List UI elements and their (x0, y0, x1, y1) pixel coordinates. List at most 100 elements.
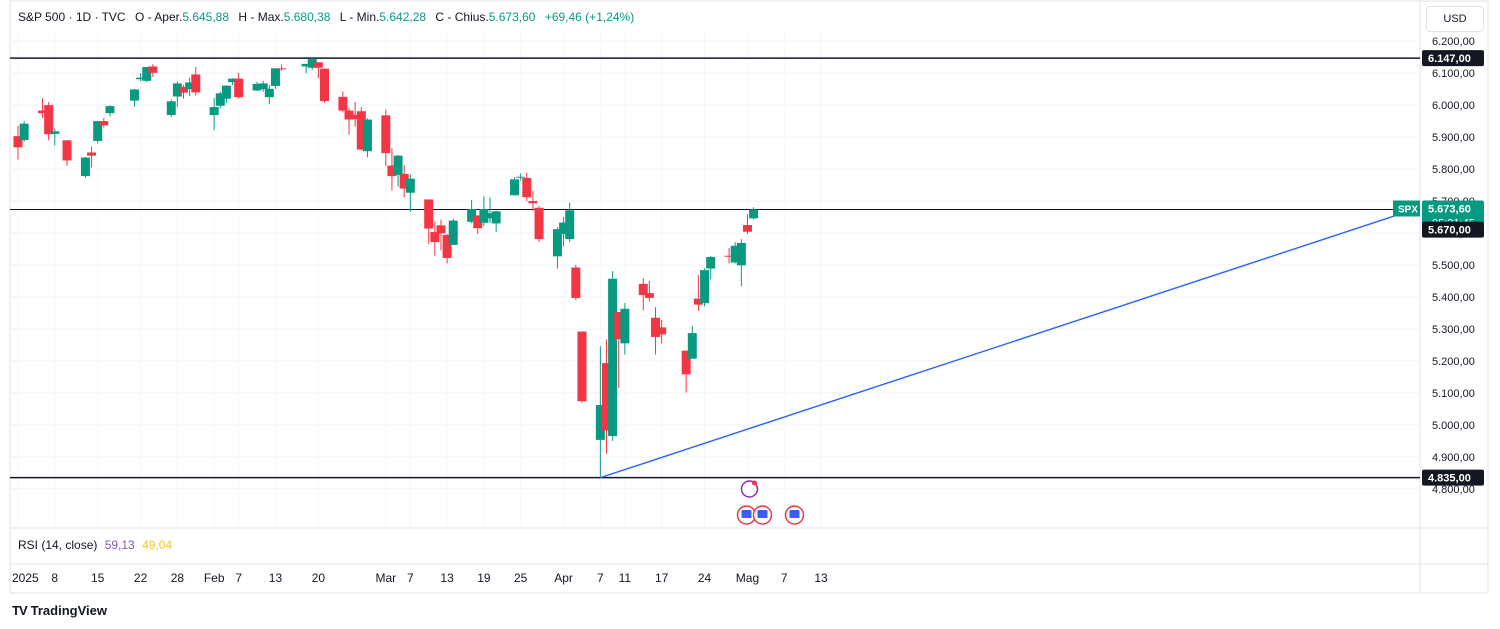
candle-body (148, 66, 158, 73)
candle-body (724, 255, 734, 257)
x-tick-label: 15 (91, 571, 105, 585)
x-tick-label: 8 (51, 571, 58, 585)
candle-body (491, 211, 501, 224)
candle-body (638, 283, 648, 296)
candle-body (436, 225, 446, 234)
candle-body (62, 140, 72, 161)
x-tick-label: Mag (736, 571, 759, 585)
candle-body (393, 155, 403, 175)
us-flag-icon (789, 510, 800, 518)
x-tick-label: Mar (375, 571, 396, 585)
candle-body (700, 270, 710, 304)
x-tick-label: 11 (619, 571, 632, 585)
candle-body (313, 62, 323, 68)
brand[interactable]: TV TradingView (12, 603, 107, 618)
candle-body (129, 89, 139, 101)
x-tick-label: 24 (698, 571, 712, 585)
candle-body (485, 213, 495, 219)
us-flag-icon (741, 510, 752, 518)
candle-body (430, 232, 440, 242)
close-label: C - Chius. (435, 10, 489, 24)
candle-body (179, 86, 189, 93)
y-tick-label: 5.900,00 (1432, 132, 1475, 144)
level-price-tag-label: 6.147,00 (1428, 53, 1471, 65)
y-tick-label: 5.100,00 (1432, 388, 1475, 400)
symbol-label[interactable]: S&P 500 · 1D · TVC (18, 10, 126, 24)
candle-body (442, 234, 452, 258)
x-tick-label: 2025 (12, 571, 39, 585)
candle-body (399, 173, 409, 189)
low-label: L - Min. (339, 10, 380, 24)
candle-body (595, 405, 605, 440)
candle-body (387, 165, 397, 177)
candle-body (166, 101, 176, 116)
rsi-header: RSI (14, close) 59,13 49,04 (18, 538, 172, 552)
candle-body (522, 178, 532, 198)
candle-body (510, 179, 520, 196)
candle-body (99, 121, 109, 126)
x-tick-label: 20 (312, 571, 326, 585)
rsi-value: 59,13 (104, 538, 135, 552)
level-price-tag (1422, 50, 1484, 67)
candle-body (467, 209, 477, 222)
x-tick-label: 7 (407, 571, 414, 585)
y-tick-label: 4.800,00 (1432, 484, 1475, 496)
candle-body (191, 74, 201, 93)
rsi-label[interactable]: RSI (14, close) (18, 538, 98, 552)
candle-body (620, 308, 630, 344)
current-price-label: 5.673,60 (1428, 203, 1471, 215)
y-tick-label: 6.100,00 (1432, 68, 1475, 80)
candle-body (221, 85, 231, 99)
symbol-tag-label: SPX (1398, 204, 1418, 215)
candle-body (651, 317, 661, 337)
x-tick-label: Apr (554, 571, 573, 585)
candle-body (80, 157, 90, 177)
candle-body (473, 215, 483, 229)
close-value: 5.673,60 (488, 10, 536, 24)
x-tick-label: Feb (204, 571, 225, 585)
x-tick-label: 17 (655, 571, 669, 585)
candle-body (307, 59, 317, 68)
level-price-tag-label: 4.835,00 (1428, 473, 1471, 485)
candle-body (270, 68, 280, 86)
candle-body (185, 82, 195, 90)
x-tick-label: 7 (781, 571, 788, 585)
level-price-tag-label: 5.670,00 (1428, 225, 1471, 237)
x-tick-label: 7 (235, 571, 242, 585)
candle-body (614, 312, 624, 340)
candle-body (693, 298, 703, 305)
y-tick-label: 5.400,00 (1432, 292, 1475, 304)
x-tick-label: 13 (440, 571, 454, 585)
candle-body (516, 176, 526, 178)
candle-body (252, 84, 262, 91)
high-label: H - Max. (238, 10, 284, 24)
y-tick-label: 5.500,00 (1432, 260, 1475, 272)
x-tick-label: 25 (514, 571, 528, 585)
candle-body (565, 210, 575, 240)
candle-body (362, 119, 372, 152)
y-tick-label: 5.200,00 (1432, 356, 1475, 368)
candle-body (301, 63, 311, 67)
level-price-tag (1422, 469, 1484, 486)
candle-body (681, 350, 691, 375)
x-tick-label: 7 (597, 571, 604, 585)
symbol-tag (1393, 200, 1420, 217)
candle-body (577, 331, 587, 402)
candle-body (559, 222, 569, 234)
candle-body (381, 115, 391, 154)
candle-body (736, 242, 746, 266)
candle-body (105, 106, 115, 114)
candle-body (142, 67, 152, 81)
x-tick-label: 13 (269, 571, 283, 585)
low-value: 5.642,28 (379, 10, 427, 24)
candle-body (19, 123, 29, 140)
currency-button[interactable]: USD (1426, 6, 1484, 32)
candle-body (344, 110, 354, 120)
level-price-tag (1422, 221, 1484, 238)
candle-body (706, 257, 716, 269)
candle-body (479, 209, 489, 223)
candle-body (38, 110, 48, 114)
us-flag-icon (757, 510, 768, 518)
candle-body (234, 78, 244, 98)
